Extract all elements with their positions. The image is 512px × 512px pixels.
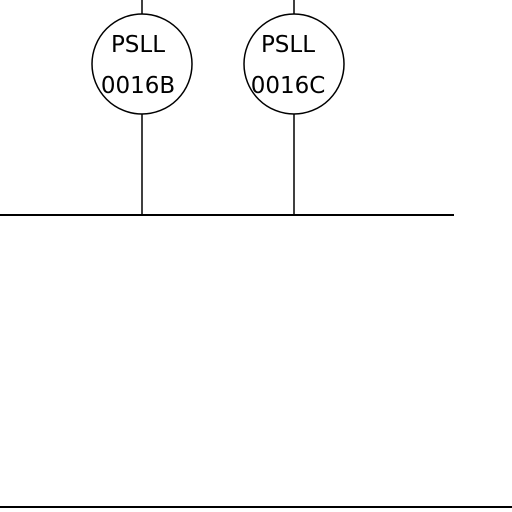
instrument-tag-label: PSLL	[111, 32, 165, 58]
instrument-tag-label: PSLL	[261, 32, 315, 58]
instrument-bubble-psll-0016b[interactable]: PSLL 0016B	[91, 13, 193, 115]
instrument-number-label: 0016B	[101, 73, 175, 99]
instrument-number-label: 0016C	[251, 73, 326, 99]
instrument-circle	[243, 13, 345, 115]
instrument-bubble-psll-0016c[interactable]: PSLL 0016C	[243, 13, 345, 115]
instrument-circle	[91, 13, 193, 115]
